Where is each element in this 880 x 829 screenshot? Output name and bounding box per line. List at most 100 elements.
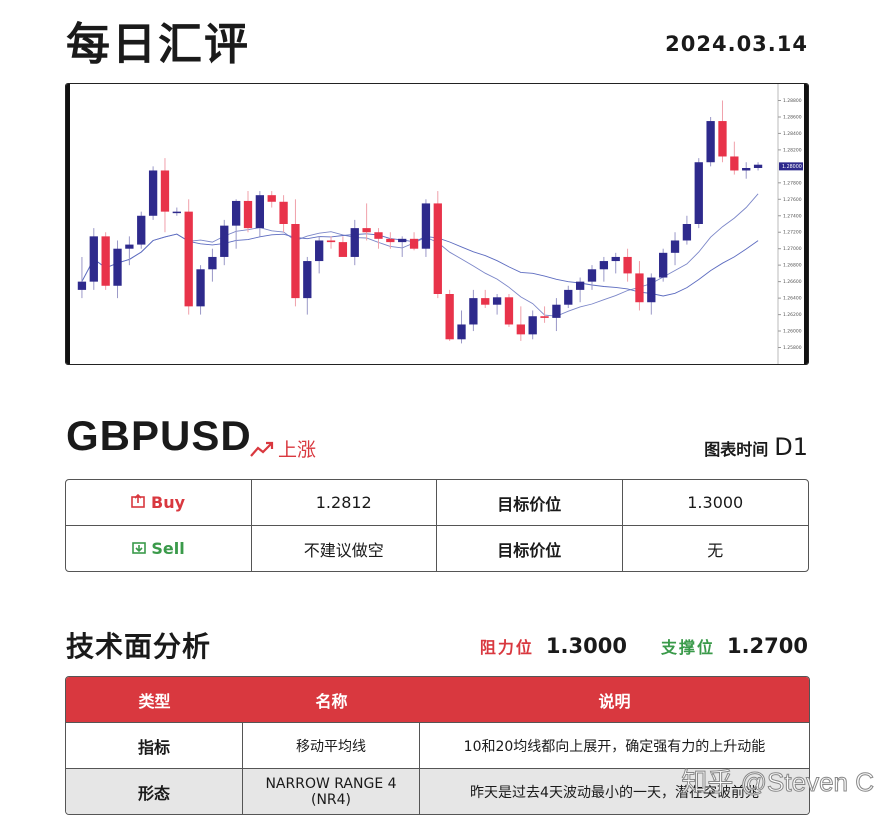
- candle: [338, 236, 348, 257]
- candle: [433, 191, 442, 299]
- table-row: Sell 不建议做空 目标价位 无: [66, 526, 808, 571]
- candle: [564, 285, 573, 308]
- analysis-table: 类型 名称 说明 指标 移动平均线 10和20均线都向上展开，确定强有力的上升动…: [65, 676, 810, 815]
- candle-body: [635, 273, 644, 303]
- candle: [659, 248, 668, 282]
- candlestick-chart: 1.28800 1.28600 1.28400 1.28200 1.27800 1.276…: [66, 84, 808, 364]
- candle-body: [433, 203, 442, 294]
- timeframe-label: 图表时间: [704, 440, 769, 459]
- tick-label: 1.28400: [783, 131, 802, 137]
- candle-body: [481, 298, 490, 305]
- candle-body: [184, 211, 193, 307]
- candle: [504, 294, 514, 327]
- candle-body: [172, 211, 181, 214]
- candle: [291, 199, 300, 307]
- candle: [481, 289, 490, 308]
- candle: [208, 248, 217, 282]
- candle-body: [125, 244, 134, 249]
- candle-body: [599, 261, 609, 270]
- candle-body: [421, 203, 431, 249]
- price-axis: 1.28800 1.28600 1.28400 1.28200 1.27800 1.276…: [778, 98, 803, 351]
- candle-body: [279, 201, 288, 224]
- header-type: 类型: [66, 677, 243, 722]
- sell-target-label: 目标价位: [437, 526, 623, 571]
- candle: [374, 228, 383, 249]
- tick-label: 1.26400: [783, 296, 802, 302]
- row-desc: 昨天是过去4天波动最小的一天，潜在突破前兆: [420, 768, 809, 814]
- candle-body: [659, 252, 668, 278]
- candle-body: [492, 297, 502, 305]
- buy-cell: Buy: [66, 480, 252, 526]
- candle-body: [89, 236, 98, 282]
- candle: [113, 240, 122, 299]
- candle: [196, 265, 205, 315]
- tick-label: 1.28600: [783, 114, 802, 120]
- candle-body: [528, 316, 537, 335]
- buy-label: Buy: [151, 493, 186, 512]
- row-desc: 10和20均线都向上展开，确定强有力的上升动能: [420, 722, 809, 768]
- candle: [718, 100, 727, 163]
- ma-10-line: [81, 193, 759, 317]
- candle-body: [718, 121, 727, 157]
- candle: [160, 158, 170, 233]
- candle-body: [231, 200, 241, 226]
- chart-left-edge: [66, 84, 70, 364]
- candle-body: [682, 224, 692, 241]
- candle: [172, 207, 181, 216]
- candle-body: [504, 297, 514, 325]
- table-row: Buy 1.2812 目标价位 1.3000: [66, 480, 808, 526]
- candle-body: [160, 170, 170, 212]
- candle-body: [77, 281, 87, 290]
- candle: [125, 236, 134, 266]
- candle: [742, 162, 751, 179]
- candle: [386, 232, 395, 249]
- candle-body: [374, 232, 383, 239]
- candle: [362, 203, 371, 241]
- candle: [89, 228, 98, 290]
- tick-label: 1.27000: [783, 246, 802, 252]
- timeframe: 图表时间 D1: [704, 433, 808, 461]
- symbol: GBPUSD: [66, 412, 252, 459]
- candle-body: [575, 281, 585, 290]
- table-row: 指标 移动平均线 10和20均线都向上展开，确定强有力的上升动能: [66, 722, 809, 768]
- candle: [255, 191, 265, 237]
- candle-body: [516, 324, 525, 335]
- candle-body: [362, 228, 371, 233]
- candle: [492, 294, 502, 315]
- candle-body: [338, 242, 348, 257]
- candle: [528, 310, 537, 340]
- tick-label: 1.26600: [783, 279, 802, 285]
- candle-body: [694, 162, 703, 224]
- candle: [457, 310, 466, 344]
- candle: [670, 232, 680, 266]
- candle-body: [730, 156, 739, 171]
- ma-20-line: [81, 233, 759, 297]
- candle: [184, 199, 193, 315]
- candle: [516, 306, 525, 341]
- candle: [267, 191, 276, 208]
- support-label: 支撑位: [660, 638, 715, 657]
- candle-body: [409, 238, 419, 249]
- candle: [220, 219, 229, 266]
- table-row: 形态 NARROW RANGE 4 (NR4) 昨天是过去4天波动最小的一天，潜…: [66, 768, 809, 814]
- candle: [350, 219, 359, 266]
- candle: [137, 211, 146, 249]
- timeframe-value: D1: [774, 433, 808, 461]
- candle: [77, 256, 87, 299]
- analysis-title: 技术面分析: [66, 630, 212, 663]
- buy-target-label: 目标价位: [437, 480, 623, 526]
- buy-target: 1.3000: [622, 480, 808, 526]
- candle-body: [350, 228, 359, 257]
- tick-label: 1.27600: [783, 197, 802, 203]
- candle-body: [220, 225, 229, 257]
- trend-indicator: 上涨: [250, 435, 316, 462]
- price-chart: 1.28800 1.28600 1.28400 1.28200 1.27800 1.276…: [65, 83, 809, 365]
- candles: [77, 100, 763, 344]
- candle-body: [386, 238, 395, 243]
- candle-body: [326, 240, 336, 243]
- candle: [647, 273, 656, 315]
- row-type: 指标: [66, 722, 243, 768]
- tick-label: 1.26200: [783, 312, 802, 318]
- row-type: 形态: [66, 768, 243, 814]
- candle-body: [267, 195, 276, 202]
